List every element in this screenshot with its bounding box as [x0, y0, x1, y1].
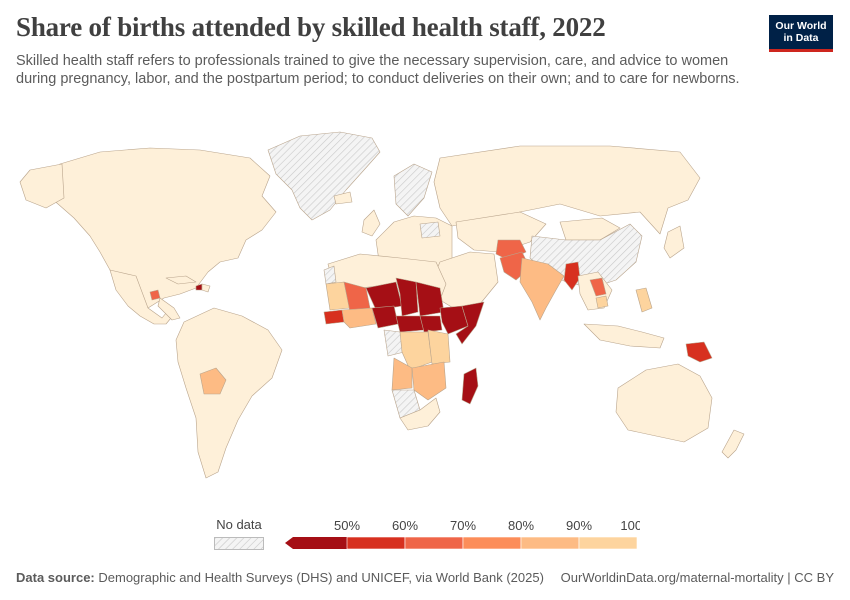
region-mongolia[interactable] [559, 217, 621, 241]
legend-no-data: No data [214, 517, 264, 550]
region-nigeria[interactable] [371, 305, 399, 329]
legend-bin-below [285, 537, 347, 549]
region-car[interactable] [395, 315, 425, 333]
region-bolivia[interactable] [199, 367, 227, 395]
legend-bin-2 [404, 536, 464, 550]
footer-source-text: Demographic and Health Surveys (DHS) and… [98, 570, 544, 585]
legend-tick-label: 70% [450, 518, 476, 533]
legend-bin-1 [346, 536, 406, 550]
region-guinea[interactable] [323, 309, 345, 325]
region-cambodia[interactable] [595, 295, 609, 309]
world-map[interactable] [0, 112, 850, 512]
region-cuba[interactable] [165, 275, 197, 285]
region-west-africa[interactable] [341, 307, 377, 329]
region-laos[interactable] [589, 277, 607, 297]
region-scandinavia[interactable] [393, 163, 433, 217]
legend-tick-label: 80% [508, 518, 534, 533]
region-australia[interactable] [615, 363, 713, 443]
region-somalia[interactable] [455, 301, 485, 345]
region-south-america[interactable] [175, 307, 283, 479]
region-russia[interactable] [433, 145, 701, 235]
legend-bin-5 [578, 536, 638, 550]
chart-subtitle: Skilled health staff refers to professio… [16, 53, 740, 87]
region-iceland[interactable] [333, 191, 353, 205]
legend-tick-label: 90% [566, 518, 592, 533]
region-south-africa[interactable] [399, 397, 441, 431]
region-guatemala[interactable] [149, 289, 161, 301]
region-angola[interactable] [391, 357, 413, 391]
region-western-sahara[interactable] [323, 265, 337, 285]
region-uk[interactable] [361, 209, 381, 237]
legend-bin-4 [520, 536, 580, 550]
footer-url[interactable]: OurWorldinData.org/maternal-mortality | … [560, 570, 834, 585]
region-dominican-rep[interactable] [201, 283, 211, 293]
region-chad[interactable] [395, 277, 419, 317]
region-india[interactable] [519, 257, 565, 321]
legend-color-scale: 50% 60% 70% 80% 90% 100% [285, 518, 640, 550]
region-greenland[interactable] [267, 131, 381, 221]
footer-source: Data source: Demographic and Health Surv… [16, 570, 544, 585]
chart-title: Share of births attended by skilled heal… [16, 12, 606, 42]
footer-source-label: Data source: [16, 570, 95, 585]
region-indonesia[interactable] [583, 323, 665, 349]
region-new-zealand[interactable] [721, 429, 745, 459]
region-ethiopia[interactable] [439, 305, 469, 335]
logo-line-2: in Data [783, 32, 819, 44]
region-dr-congo[interactable] [399, 331, 433, 371]
region-kenya-tanzania[interactable] [427, 329, 451, 365]
legend-no-data-swatch [214, 537, 264, 550]
region-zambia-moz[interactable] [411, 361, 447, 401]
region-south-sudan[interactable] [419, 315, 443, 333]
region-papua-new-guinea[interactable] [685, 341, 713, 363]
owid-logo[interactable]: Our World in Data [769, 15, 833, 52]
region-madagascar[interactable] [461, 367, 479, 405]
region-alaska[interactable] [19, 163, 65, 209]
region-north-america[interactable] [43, 147, 277, 309]
logo-line-1: Our World [775, 20, 827, 32]
region-poland[interactable] [419, 221, 441, 239]
region-philippines[interactable] [635, 287, 653, 313]
legend-tick-label: 60% [392, 518, 418, 533]
legend-tick-label: 50% [334, 518, 360, 533]
legend-bin-3 [462, 536, 522, 550]
region-myanmar[interactable] [563, 261, 581, 291]
legend-tick-label: 100% [620, 518, 640, 533]
region-central-america[interactable] [157, 297, 181, 321]
legend-no-data-label: No data [216, 517, 262, 532]
region-japan[interactable] [663, 225, 685, 259]
